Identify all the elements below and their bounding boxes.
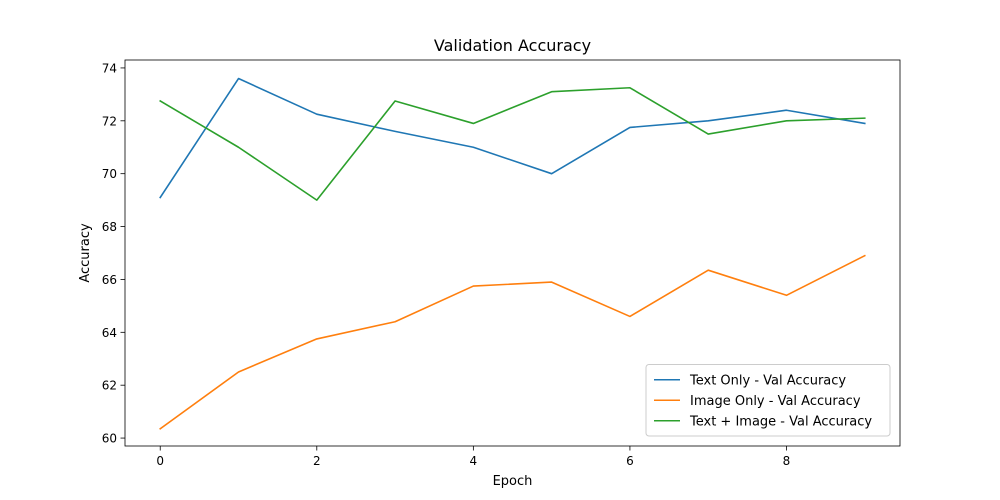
legend: Text Only - Val Accuracy Image Only - Val… [645, 364, 891, 437]
legend-item-1: Text Only - Val Accuracy [654, 373, 846, 388]
y-tick-label: 72 [102, 114, 117, 128]
x-tick-label: 8 [783, 454, 791, 468]
plot-frame [124, 59, 901, 447]
y-tick-label: 64 [102, 326, 117, 340]
y-tick-label: 70 [102, 167, 117, 181]
x-axis-label: Epoch [493, 474, 533, 489]
y-tick-label: 68 [102, 220, 117, 234]
legend-label: Text + Image - Val Accuracy [689, 414, 872, 429]
x-tick-label: 6 [626, 454, 634, 468]
x-tick-label: 4 [470, 454, 478, 468]
series-line-3 [159, 86, 866, 201]
series-line-2 [159, 254, 866, 430]
legend-label: Image Only - Val Accuracy [690, 394, 861, 409]
x-tick-label: 0 [156, 454, 164, 468]
y-tick-label: 66 [102, 273, 117, 287]
plot-area [124, 59, 901, 447]
y-axis-label: Accuracy [78, 223, 93, 283]
legend-item-2: Image Only - Val Accuracy [654, 394, 861, 409]
legend-box [645, 364, 891, 437]
y-tick-label: 74 [102, 61, 117, 75]
series-line-1 [159, 77, 866, 199]
series-group [159, 77, 866, 430]
y-tick-label: 60 [102, 432, 117, 446]
legend-item-3: Text + Image - Val Accuracy [654, 414, 872, 429]
x-axis-ticks: 0 2 4 6 8 [156, 446, 790, 468]
y-tick-label: 62 [102, 379, 117, 393]
x-tick-label: 2 [313, 454, 321, 468]
y-axis-ticks: 60 62 64 66 68 70 72 74 [102, 61, 125, 446]
legend-label: Text Only - Val Accuracy [689, 373, 846, 388]
chart-title: Validation Accuracy [434, 36, 591, 55]
